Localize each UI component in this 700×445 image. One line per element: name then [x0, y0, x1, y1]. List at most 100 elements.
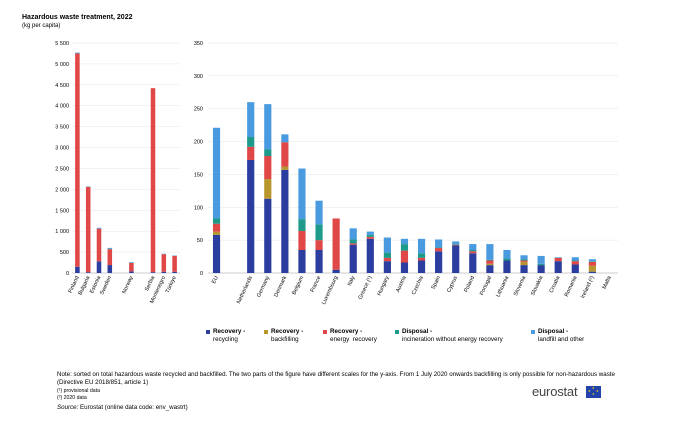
right-bar-segment — [503, 260, 511, 273]
legend-swatch-landfill — [531, 330, 535, 334]
right-bar-segment — [452, 244, 460, 246]
right-bar-segment — [264, 149, 272, 157]
left-ytick-label: 1 500 — [55, 208, 69, 214]
logo-text: eurostat — [532, 384, 578, 399]
left-bar-segment — [75, 52, 80, 54]
right-bar-segment — [554, 261, 562, 273]
right-xtick-label: Denmark — [273, 275, 288, 298]
source-line: Source: Eurostat (online data code: env_… — [57, 404, 617, 412]
left-bar-segment — [96, 227, 102, 229]
right-bar-segment — [435, 248, 443, 252]
right-bar-segment — [537, 263, 545, 266]
left-bar-segment — [172, 271, 177, 273]
legend-label-backfilling-2: backfilling — [271, 336, 299, 343]
right-xtick-label: Austria — [395, 274, 408, 293]
right-bar-segment — [247, 102, 255, 137]
notes: Note: sorted on total hazardous waste re… — [57, 371, 617, 412]
right-bar-segment — [281, 142, 289, 167]
right-xtick-label: Portugal — [479, 275, 493, 296]
right-bar-segment — [417, 257, 426, 261]
left-bar-segment — [150, 88, 156, 273]
right-ytick-label: 100 — [194, 205, 203, 211]
right-bar-segment — [349, 244, 357, 273]
right-xtick-label: Luxembourg — [321, 275, 339, 305]
right-ytick-label: 50 — [197, 238, 203, 244]
right-xtick-label: Spain — [431, 275, 442, 290]
right-bar-segment — [349, 228, 357, 240]
right-xtick-label: Croatia — [549, 274, 562, 293]
right-bar-segment — [212, 234, 221, 273]
left-ytick-label: 0 — [66, 271, 69, 277]
footnote-provisional: (¹) provisional data — [57, 387, 100, 394]
right-bar-segment — [383, 261, 391, 273]
right-bar-segment — [486, 259, 494, 261]
left-ytick-label: 2 000 — [55, 187, 69, 193]
right-xtick-label: Romania — [564, 274, 579, 297]
chart-subtitle: (kg per capita) — [22, 23, 61, 29]
left-bar-segment — [129, 262, 134, 272]
right-bar-segment — [417, 238, 426, 254]
right-bar-segment — [212, 231, 221, 235]
right-bar-segment — [588, 271, 596, 273]
left-bar-segment — [75, 266, 80, 273]
right-bar-segment — [537, 255, 545, 264]
right-bar-segment — [554, 257, 562, 258]
right-bar-segment — [486, 260, 494, 264]
left-ytick-label: 5 500 — [55, 41, 69, 47]
right-bar-segment — [383, 252, 391, 258]
right-xtick-label: Czechia — [411, 274, 425, 295]
right-bar-segment — [400, 250, 409, 263]
right-bar-segment — [264, 198, 272, 273]
right-bar-segment — [281, 169, 289, 273]
right-bar-segment — [315, 250, 323, 273]
right-bar-segment — [520, 261, 528, 266]
right-bar-segment — [281, 134, 289, 143]
legend-label-incineration-1: Disposal - — [402, 328, 433, 335]
right-bar-segment — [247, 136, 255, 147]
right-bar-segment — [298, 219, 306, 231]
right-bar-segment — [571, 261, 579, 265]
footnote-2020: (²) 2020 data — [57, 395, 87, 402]
left-xtick-label: Norway — [121, 275, 134, 295]
left-ytick-label: 500 — [60, 250, 69, 256]
legend-swatch-incineration — [395, 330, 399, 334]
right-bar-segment — [520, 255, 528, 260]
right-xtick-label: Slovenia — [513, 274, 528, 297]
chart-title: Hazardous waste treatment, 2022 — [22, 14, 133, 21]
right-xtick-label: EU — [211, 275, 220, 284]
right-bar-segment — [383, 237, 391, 253]
right-bar-segment — [588, 265, 596, 272]
left-bar-segment — [161, 271, 167, 273]
right-bar-segment — [247, 159, 255, 273]
right-xtick-label: Germany — [256, 275, 271, 298]
left-bar-segment — [96, 228, 102, 262]
left-bar-segment — [107, 247, 113, 249]
right-bar-segment — [452, 244, 460, 245]
right-bar-segment — [588, 261, 596, 262]
right-ytick-label: 200 — [194, 140, 203, 146]
left-ytick-label: 2 500 — [55, 166, 69, 172]
right-xtick-label: Hungary — [376, 275, 390, 297]
right-bar-segment — [417, 253, 426, 258]
right-bar-segment — [571, 264, 579, 273]
legend: Recovery - recycling Recovery - backfillin… — [206, 328, 626, 351]
right-bar-segment — [281, 166, 289, 170]
right-ytick-label: 150 — [194, 172, 203, 178]
right-xtick-label: Netherlands — [236, 275, 254, 305]
left-ytick-label: 4 500 — [55, 83, 69, 89]
legend-label-backfilling-1: Recovery - — [271, 328, 304, 335]
right-ytick-label: 300 — [194, 74, 203, 80]
left-ytick-label: 5 000 — [55, 62, 69, 68]
right-bar-segment — [366, 236, 374, 239]
right-bar-segment — [247, 146, 255, 160]
right-bar-segment — [349, 239, 357, 244]
legend-swatch-recycling — [206, 330, 210, 334]
legend-label-landfill-1: Disposal - — [538, 328, 569, 335]
right-bar-segment — [212, 127, 221, 219]
left-bar-segment — [85, 272, 91, 273]
left-bar-segment — [161, 254, 167, 272]
right-bar-segment — [315, 200, 323, 225]
legend-swatch-backfilling — [264, 330, 268, 334]
left-ytick-label: 3 500 — [55, 125, 69, 131]
